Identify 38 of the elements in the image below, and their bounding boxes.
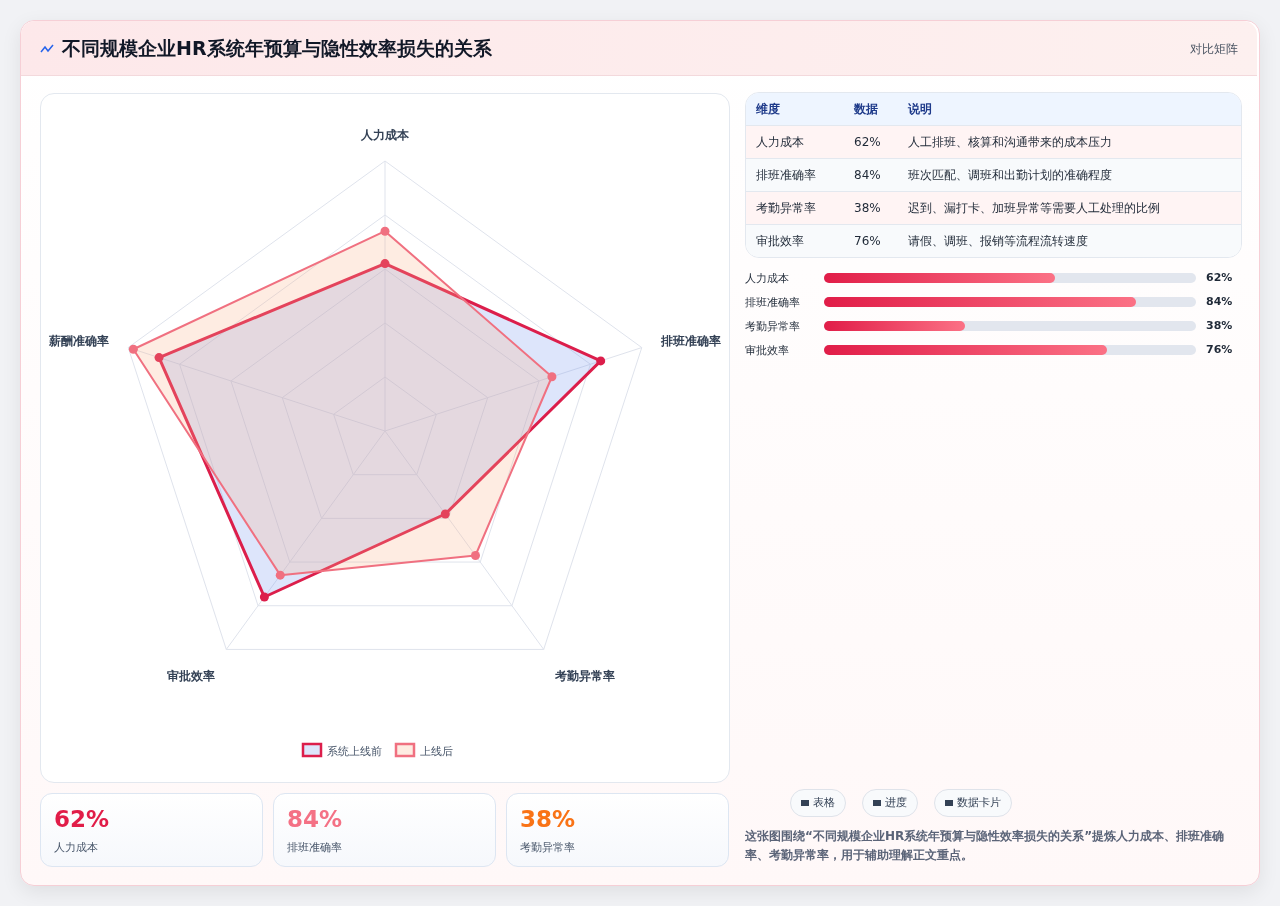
text: 迟到、漏打卡、加班异常等需要人工处理的比例 — [898, 191, 1241, 225]
data-label: 76% — [1206, 343, 1233, 356]
text: 76% — [844, 224, 898, 257]
text: 数据 — [853, 100, 879, 118]
y-tick-label: 排班准确率 — [745, 295, 800, 310]
text: 排班准确率 — [287, 840, 342, 855]
text: 62% — [54, 806, 110, 832]
spoke-label: 审批效率 — [166, 668, 215, 683]
spoke-label: 薪酬准确率 — [48, 334, 110, 349]
text: 人力成本 — [54, 840, 98, 855]
text: 数据卡片 — [934, 789, 1012, 817]
text: 请假、调班、报销等流程流转速度 — [898, 224, 1241, 257]
text: 38% — [520, 806, 576, 832]
legend-label: 上线后 — [420, 745, 453, 758]
text: 表格 — [790, 789, 846, 817]
text: 进度 — [862, 789, 918, 817]
chart-title: 不同规模企业HR系统年预算与隐性效率损失的关系 — [62, 36, 492, 61]
legend-label: 系统上线前 — [327, 745, 382, 758]
spoke-label: 考勤异常率 — [554, 668, 616, 683]
y-tick-label: 考勤异常率 — [745, 319, 800, 334]
data-label: 38% — [1206, 319, 1233, 332]
text: 38% — [844, 191, 898, 225]
text: 62% — [844, 125, 898, 159]
spoke-label: 排班准确率 — [659, 334, 721, 349]
spoke-label: 人力成本 — [360, 128, 410, 142]
y-tick-label: 审批效率 — [745, 343, 789, 358]
data-label: 84% — [1206, 295, 1233, 308]
text: 考勤异常率 — [520, 840, 575, 855]
data-label: 62% — [1206, 271, 1233, 284]
text: 84% — [844, 158, 898, 192]
text: 人工排班、核算和沟通带来的成本压力 — [898, 125, 1241, 159]
y-tick-label: 人力成本 — [745, 271, 789, 286]
text: 说明 — [907, 100, 933, 118]
text: 这张图围绕“不同规模企业HR系统年预算与隐性效率损失的关系”提炼人力成本、排班准确率、考勤异常率，用于辅助理解正文重点。 — [745, 828, 1226, 864]
text: 对比矩阵 — [1190, 41, 1238, 58]
text: 84% — [287, 806, 343, 832]
text: 班次匹配、调班和出勤计划的准确程度 — [898, 158, 1241, 192]
text: 维度 — [755, 100, 781, 118]
